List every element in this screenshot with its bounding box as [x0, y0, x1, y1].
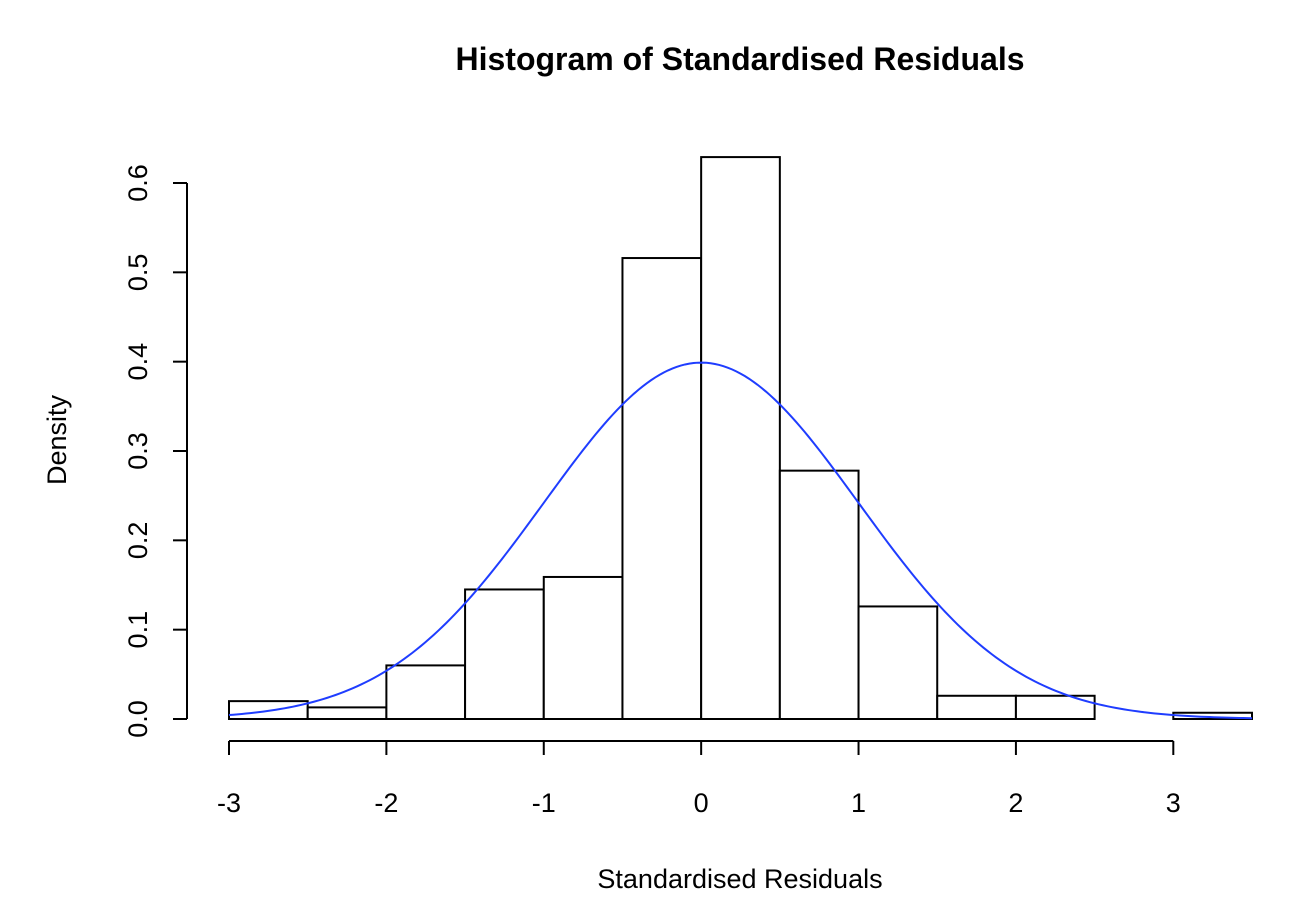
y-axis-tick-label: 0.5	[123, 254, 153, 292]
histogram-bar-11	[1014, 694, 1096, 720]
y-axis-tick-label: 0.3	[123, 432, 153, 470]
x-axis: -3 -2 -1 0 1 2 3	[217, 740, 1181, 818]
x-axis-tick-label: 3	[1166, 788, 1181, 818]
x-axis-title: Standardised Residuals	[597, 864, 882, 894]
histogram-bar-6	[621, 257, 703, 720]
y-axis-tick-label: 0.0	[123, 700, 153, 738]
histogram-bar-2	[306, 706, 388, 720]
histogram-bar-10	[936, 694, 1017, 720]
normal-density-curve	[228, 361, 1253, 720]
y-axis-tick-label: 0.6	[123, 164, 153, 202]
x-axis-tick-label: 0	[694, 788, 709, 818]
histogram-bar-4	[464, 588, 545, 721]
y-axis: 0.0 0.1 0.2 0.3 0.4 0.5 0.6	[123, 164, 188, 738]
x-axis-tick-label: 1	[851, 788, 866, 818]
x-axis-tick-label: 2	[1008, 788, 1023, 818]
histogram-bar-3	[385, 664, 467, 721]
x-axis-tick-label: -3	[217, 788, 241, 818]
y-axis-tick-label: 0.1	[123, 611, 153, 649]
histogram-bar-8	[778, 469, 860, 720]
y-axis-title: Density	[42, 394, 72, 485]
y-axis-tick-label: 0.4	[123, 343, 153, 381]
y-axis-tick-label: 0.2	[123, 522, 153, 560]
histogram-bar-5	[542, 575, 624, 721]
histogram-bar-9	[857, 605, 939, 720]
histogram-bar-7	[700, 156, 781, 721]
x-axis-tick-label: -2	[374, 788, 398, 818]
chart-title: Histogram of Standardised Residuals	[455, 41, 1024, 77]
histogram-bars	[228, 156, 1254, 721]
x-axis-tick-label: -1	[532, 788, 556, 818]
